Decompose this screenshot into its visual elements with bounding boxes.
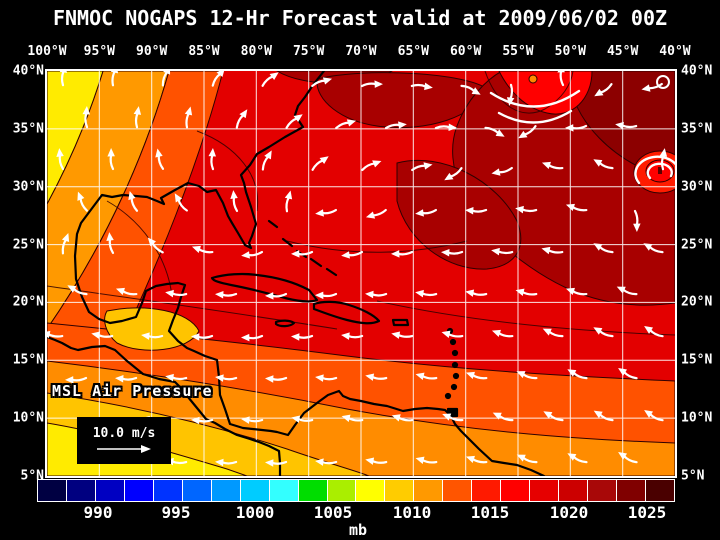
top-axis-label: 40°W: [659, 44, 691, 59]
top-axis-label: 80°W: [240, 44, 272, 59]
colorbar-tick: 990: [83, 503, 113, 522]
top-axis-label: 90°W: [136, 44, 168, 59]
top-axis-label: 65°W: [397, 44, 429, 59]
right-axis-label: 25°N: [681, 237, 713, 253]
top-axis-label: 95°W: [83, 44, 115, 59]
colorbar-segment: [559, 480, 589, 501]
colorbar-segment: [443, 480, 473, 501]
left-axis-label: 35°N: [12, 121, 44, 137]
top-axis-label: 70°W: [345, 44, 377, 59]
colorbar-segment: [38, 480, 67, 501]
colorbar-segment: [472, 480, 502, 501]
colorbar-segment: [327, 480, 357, 501]
left-axis-label: 25°N: [12, 237, 44, 253]
corner-eddy-icon: [656, 75, 670, 89]
right-axis-label: 15°N: [681, 352, 713, 368]
colorbar-segment: [269, 480, 299, 501]
colorbar-segment: [298, 480, 328, 501]
top-axis-label: 45°W: [606, 44, 639, 59]
top-axis-label: 75°W: [292, 44, 325, 59]
right-axis-label: 20°N: [681, 294, 713, 310]
colorbar-segment: [646, 480, 674, 501]
colorbar-tick: 1000: [235, 503, 275, 522]
left-axis-label: 10°N: [12, 410, 44, 426]
colorbar-tick: 1025: [627, 503, 667, 522]
top-axis-label: 85°W: [188, 44, 220, 59]
page-title: FNMOC NOGAPS 12-Hr Forecast valid at 200…: [52, 6, 668, 30]
field-label: MSL Air Pressure: [52, 382, 213, 400]
wind-speed-legend: 10.0 m/s: [77, 417, 171, 464]
colorbar-segment: [182, 480, 212, 501]
left-axis-label: 30°N: [12, 179, 44, 195]
map-canvas: [45, 69, 677, 478]
colorbar-segment: [588, 480, 618, 501]
colorbar-segment: [356, 480, 386, 501]
colorbar-segment: [501, 480, 531, 501]
wind-speed-value: 10.0 m/s: [92, 426, 156, 441]
colorbar-segment: [95, 480, 125, 501]
colorbar-segment: [66, 480, 96, 501]
right-axis-label: 10°N: [681, 410, 713, 426]
left-axis-label: 15°N: [12, 352, 44, 368]
top-axis-label: 50°W: [554, 44, 586, 59]
colorbar-tick: 1005: [313, 503, 353, 522]
right-axis-label: 5°N: [681, 468, 705, 484]
right-axis-label: 30°N: [681, 179, 713, 195]
colorbar-segment: [530, 480, 560, 501]
cyclone-swirl-icon: [489, 89, 581, 124]
reference-arrow-icon: [97, 445, 151, 453]
colorbar-segment: [414, 480, 444, 501]
colorbar-tick: 995: [161, 503, 191, 522]
colorbar-segment: [211, 480, 241, 501]
colorbar-segment: [240, 480, 270, 501]
left-axis-label: 20°N: [12, 294, 44, 310]
low-swirl-icon: [634, 155, 675, 185]
top-axis-label: 60°W: [449, 44, 482, 59]
colorbar-segment: [617, 480, 647, 501]
colorbar-segment: [385, 480, 415, 501]
pressure-wind-map: [47, 71, 675, 476]
colorbar-tick: 1010: [392, 503, 432, 522]
pressure-colorbar: [37, 479, 675, 502]
top-axis-label: 100°W: [27, 44, 67, 59]
right-axis-label: 40°N: [681, 63, 713, 79]
coastlines: [47, 71, 546, 476]
colorbar-tick: 1015: [470, 503, 510, 522]
colorbar-segment: [124, 480, 154, 501]
left-axis-label: 40°N: [12, 63, 44, 79]
colorbar-unit-label: mb: [348, 521, 368, 539]
colorbar-segment: [153, 480, 183, 501]
right-axis-label: 35°N: [681, 121, 713, 137]
top-axis-label: 55°W: [502, 44, 534, 59]
colorbar-tick: 1020: [549, 503, 589, 522]
